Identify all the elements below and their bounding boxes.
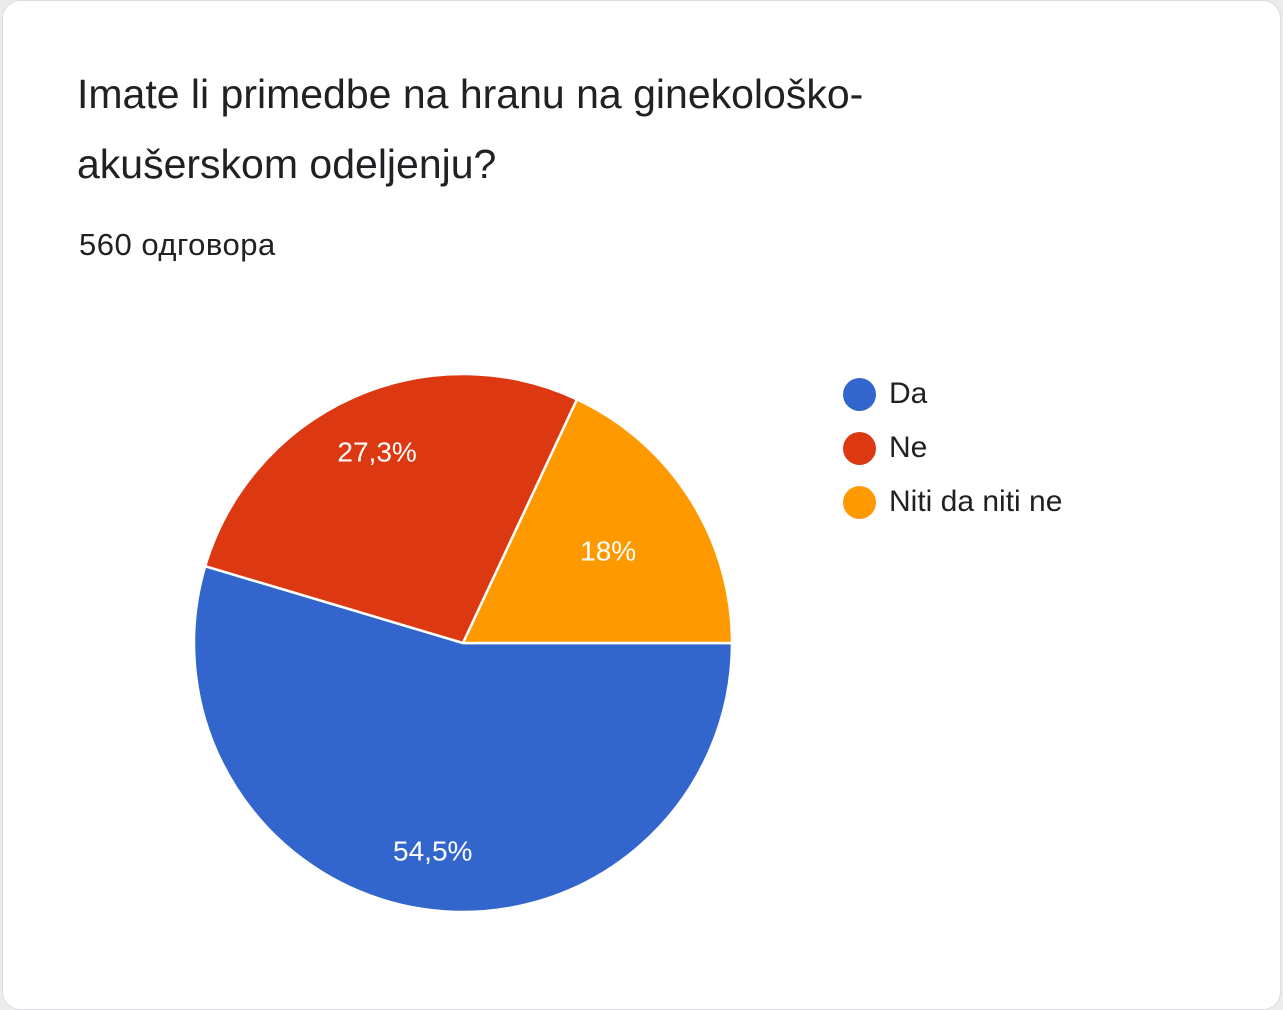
legend-item-da[interactable]: Da: [843, 367, 1062, 421]
legend-label: Da: [889, 377, 928, 410]
chart-legend: Da Ne Niti da niti ne: [843, 367, 1062, 529]
legend-label: Niti da niti ne: [889, 485, 1063, 518]
legend-item-ne[interactable]: Ne: [843, 421, 1062, 475]
pie-chart: 54,5% 27,3% 18%: [192, 372, 734, 914]
pie-slice-niti-da-niti-ne[interactable]: [461, 398, 734, 645]
legend-swatch-icon: [843, 431, 876, 465]
slice-label-ne: 27,3%: [337, 437, 416, 468]
legend-label: Ne: [889, 431, 928, 464]
response-count: 560 одговора: [79, 227, 276, 262]
slice-label-niti-da-niti-ne: 18%: [580, 536, 636, 567]
pie-slice-da[interactable]: [192, 564, 734, 914]
legend-swatch-icon: [843, 377, 876, 411]
question-title: Imate li primedbe na hranu na ginekološk…: [77, 71, 864, 187]
slice-label-da: 54,5%: [393, 836, 472, 867]
legend-swatch-icon: [843, 485, 876, 519]
legend-item-niti-da-niti-ne[interactable]: Niti da niti ne: [843, 475, 1062, 529]
pie-slice-ne[interactable]: [203, 372, 579, 645]
